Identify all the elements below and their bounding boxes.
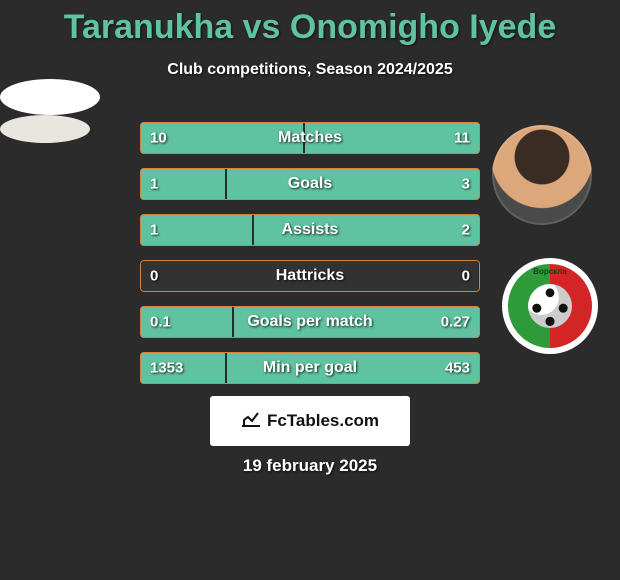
vorskla-logo: Ворскла bbox=[508, 264, 592, 348]
logo-text: Ворскла bbox=[508, 267, 592, 276]
bar-row: 0.10.27Goals per match bbox=[140, 306, 480, 338]
player-right-club-logo: Ворскла bbox=[502, 258, 598, 354]
bar-row: 00Hattricks bbox=[140, 260, 480, 292]
player-left-avatar bbox=[0, 79, 100, 115]
bar-label: Assists bbox=[140, 221, 480, 239]
player-right-avatar bbox=[492, 125, 592, 225]
brand-label: FcTables.com bbox=[267, 411, 379, 431]
bar-label: Goals bbox=[140, 175, 480, 193]
player-left-club-logo bbox=[0, 115, 90, 143]
soccer-ball-icon bbox=[528, 284, 572, 328]
bar-row: 1011Matches bbox=[140, 122, 480, 154]
bar-row: 13Goals bbox=[140, 168, 480, 200]
date-label: 19 february 2025 bbox=[0, 456, 620, 476]
comparison-bars: 1011Matches 13Goals 12Assists 00Hattricks 0.… bbox=[140, 122, 480, 398]
bar-label: Min per goal bbox=[140, 359, 480, 377]
bar-row: 1353453Min per goal bbox=[140, 352, 480, 384]
bar-label: Hattricks bbox=[140, 267, 480, 285]
bar-row: 12Assists bbox=[140, 214, 480, 246]
brand-badge: FcTables.com bbox=[210, 396, 410, 446]
subtitle: Club competitions, Season 2024/2025 bbox=[0, 61, 620, 79]
bar-label: Goals per match bbox=[140, 313, 480, 331]
page-title: Taranukha vs Onomigho Iyede bbox=[0, 0, 620, 47]
bar-label: Matches bbox=[140, 129, 480, 147]
chart-icon bbox=[241, 411, 261, 432]
